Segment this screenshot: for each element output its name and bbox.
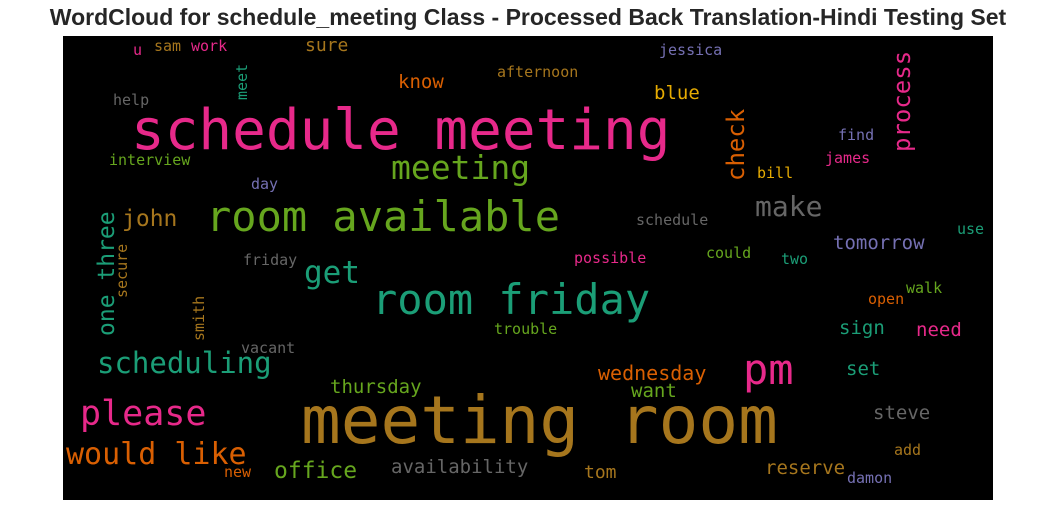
word-process: process (888, 50, 916, 152)
word-find: find (838, 126, 875, 144)
word-blue: blue (654, 82, 700, 104)
word-open: open (868, 290, 905, 308)
word-sam: sam (154, 37, 182, 55)
word-reserve: reserve (765, 457, 846, 479)
word-smith: smith (190, 295, 208, 341)
chart-title: WordCloud for schedule_meeting Class - P… (49, 4, 1007, 30)
word-new: new (224, 463, 252, 481)
word-friday: friday (243, 251, 298, 269)
word-use: use (957, 220, 985, 238)
word-check: check (722, 108, 750, 181)
word-steve: steve (873, 402, 931, 424)
word-james: james (825, 149, 871, 167)
word-walk: walk (906, 279, 943, 297)
word-schedule-meeting: schedule meeting (131, 98, 671, 163)
word-meet: meet (233, 63, 251, 100)
word-make: make (755, 190, 823, 223)
word-tomorrow: tomorrow (833, 232, 925, 254)
word-two: two (781, 250, 809, 268)
word-room-friday: room friday (372, 275, 651, 324)
word-meeting: meeting (391, 148, 531, 187)
word-meeting-room: meeting room (301, 382, 778, 459)
word-get: get (304, 255, 360, 291)
word-set: set (846, 358, 881, 380)
word-damon: damon (847, 469, 893, 487)
word-jessica: jessica (659, 41, 723, 59)
word-scheduling: scheduling (97, 346, 272, 380)
word-please: please (80, 394, 207, 434)
word-u: u (133, 41, 143, 59)
word-pm: pm (743, 345, 794, 394)
word-afternoon: afternoon (497, 63, 579, 81)
word-secure: secure (113, 243, 131, 298)
word-know: know (398, 71, 444, 93)
word-work: work (191, 37, 228, 55)
word-could: could (706, 244, 752, 262)
word-possible: possible (574, 249, 647, 267)
word-john: john (122, 206, 178, 232)
word-vacant: vacant (241, 339, 296, 357)
word-add: add (894, 441, 922, 459)
word-thursday: thursday (330, 376, 422, 398)
word-help: help (113, 91, 150, 109)
wordcloud-canvas: schedule meeting meeting room room availab… (63, 36, 993, 500)
word-availability: availability (391, 456, 529, 478)
word-wednesday: wednesday (598, 361, 707, 385)
word-sure: sure (305, 36, 349, 56)
word-tom: tom (584, 462, 617, 483)
word-bill: bill (757, 164, 794, 182)
word-need: need (916, 319, 962, 341)
word-trouble: trouble (494, 320, 558, 338)
word-day: day (251, 175, 279, 193)
word-interview: interview (109, 151, 191, 169)
word-want: want (631, 380, 677, 402)
word-would-like: would like (66, 437, 247, 472)
word-schedule: schedule (636, 211, 709, 229)
word-office: office (274, 458, 358, 484)
word-room-available: room available (206, 192, 561, 241)
word-sign: sign (839, 317, 885, 339)
